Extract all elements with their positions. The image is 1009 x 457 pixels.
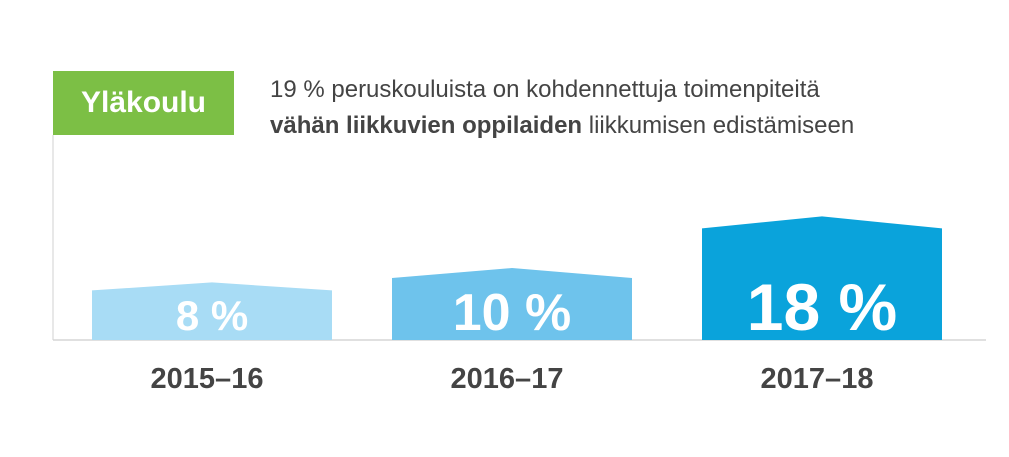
category-label: 2017–18 (761, 363, 874, 395)
category-label: 2015–16 (151, 363, 264, 395)
bar-value-label: 8 % (176, 292, 248, 339)
headline-line-1: 19 % peruskouluista on kohdennettuja toi… (270, 76, 820, 103)
headline-rest: liikkumisen edistämiseen (588, 112, 855, 139)
bar-value-label: 18 % (747, 270, 897, 344)
bar-2017–18 (702, 216, 942, 340)
headline: 19 % peruskouluista on kohdennettuja toi… (270, 72, 990, 144)
category-label: 2016–17 (451, 363, 564, 395)
bars-group: 8 % 2015–16 10 % 2016–17 18 % 2017–18 (92, 216, 942, 395)
headline-emphasis: vähän liikkuvien oppilaiden (270, 112, 583, 139)
headline-line-2: vähän liikkuvien oppilaiden liikkumisen … (270, 108, 990, 144)
category-badge: Yläkoulu (53, 71, 234, 135)
bar-2015–16 (92, 282, 332, 340)
bar-value-label: 10 % (453, 284, 572, 342)
bar-2016–17 (392, 268, 632, 340)
